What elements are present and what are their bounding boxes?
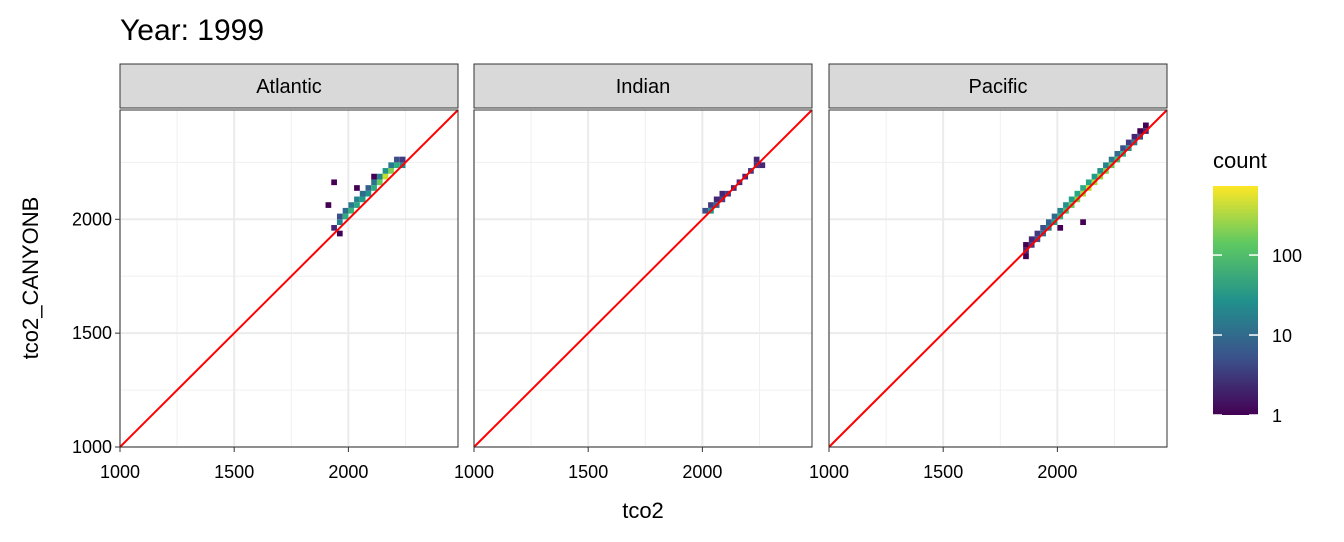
bin: [1120, 145, 1126, 151]
y-tick-label: 2000: [72, 209, 112, 229]
x-tick-label: 1000: [454, 462, 494, 482]
bin: [1097, 168, 1104, 174]
bin: [1103, 162, 1109, 169]
bin: [388, 168, 395, 174]
bin: [371, 173, 377, 180]
bin: [336, 219, 343, 225]
bin: [1057, 207, 1064, 214]
bin: [1074, 190, 1081, 197]
bin: [376, 173, 383, 180]
bin: [1057, 224, 1064, 231]
bin: [1108, 156, 1115, 163]
panel-border: [828, 109, 1168, 448]
legend-title: count: [1213, 148, 1267, 173]
strip: [828, 63, 1168, 109]
bin: [336, 230, 343, 237]
x-axis-title: tco2: [622, 498, 664, 523]
bin: [331, 179, 337, 186]
bin: [753, 156, 760, 163]
bin: [331, 224, 337, 231]
x-tick-label: 1000: [809, 462, 849, 482]
y-axis-title: tco2_CANYONB: [18, 197, 43, 360]
legend-tick-label: 100: [1272, 246, 1302, 266]
bin: [702, 207, 709, 214]
bin: [1143, 122, 1149, 129]
x-tick-label: 1500: [568, 462, 608, 482]
bin: [1091, 173, 1098, 180]
bin: [382, 173, 389, 180]
bin: [359, 190, 366, 197]
bin: [388, 162, 395, 169]
bin: [336, 213, 343, 220]
bin: [382, 168, 389, 174]
identity-line: [828, 109, 1168, 448]
bin: [399, 156, 406, 163]
bin: [348, 207, 355, 214]
bin: [376, 179, 383, 186]
bin: [1085, 179, 1092, 186]
colorbar: [1213, 186, 1258, 415]
bin: [354, 196, 360, 203]
x-tick-label: 1500: [214, 462, 254, 482]
bin: [342, 207, 349, 214]
strip: [473, 63, 813, 109]
bin: [1137, 128, 1144, 134]
bin: [1080, 185, 1086, 191]
x-tick-label: 1000: [100, 462, 140, 482]
bin: [354, 202, 360, 208]
bin: [365, 185, 372, 191]
bin: [1028, 236, 1035, 243]
bin: [325, 202, 332, 208]
bin: [354, 185, 360, 191]
y-tick-label: 1500: [72, 323, 112, 343]
bin: [1034, 230, 1041, 237]
x-tick-label: 2000: [1037, 462, 1077, 482]
chart-title: Year: 1999: [120, 14, 264, 47]
bin: [1131, 133, 1138, 140]
panel-border: [119, 109, 459, 448]
bin: [1068, 196, 1075, 203]
bin: [1045, 219, 1052, 225]
bin: [394, 156, 400, 163]
bin: [1080, 219, 1086, 225]
bin: [365, 190, 372, 197]
bin: [1125, 139, 1132, 146]
bin: [1063, 202, 1069, 208]
strip-label: Indian: [616, 76, 671, 98]
legend-tick-label: 1: [1272, 406, 1282, 426]
strip-label: Pacific: [969, 76, 1028, 98]
bin: [394, 162, 400, 169]
x-tick-label: 2000: [328, 462, 368, 482]
bin: [348, 202, 355, 208]
bin: [371, 185, 377, 191]
strip-label: Atlantic: [256, 76, 322, 98]
strip: [119, 63, 459, 109]
legend-tick-label: 10: [1272, 326, 1292, 346]
bin: [1023, 242, 1029, 248]
panel-border: [473, 109, 813, 448]
bin: [708, 202, 714, 208]
identity-line: [473, 109, 813, 448]
x-tick-label: 2000: [682, 462, 722, 482]
x-tick-label: 1500: [923, 462, 963, 482]
bin: [371, 179, 377, 186]
bin: [1114, 150, 1121, 157]
identity-line: [119, 109, 459, 448]
bin: [1023, 253, 1029, 260]
bin: [759, 162, 766, 169]
bin: [719, 190, 726, 197]
bin: [1040, 224, 1046, 231]
bin: [342, 213, 349, 220]
bin: [359, 196, 366, 203]
bin: [1051, 213, 1058, 220]
y-tick-label: 1000: [72, 437, 112, 457]
bin: [713, 196, 720, 203]
